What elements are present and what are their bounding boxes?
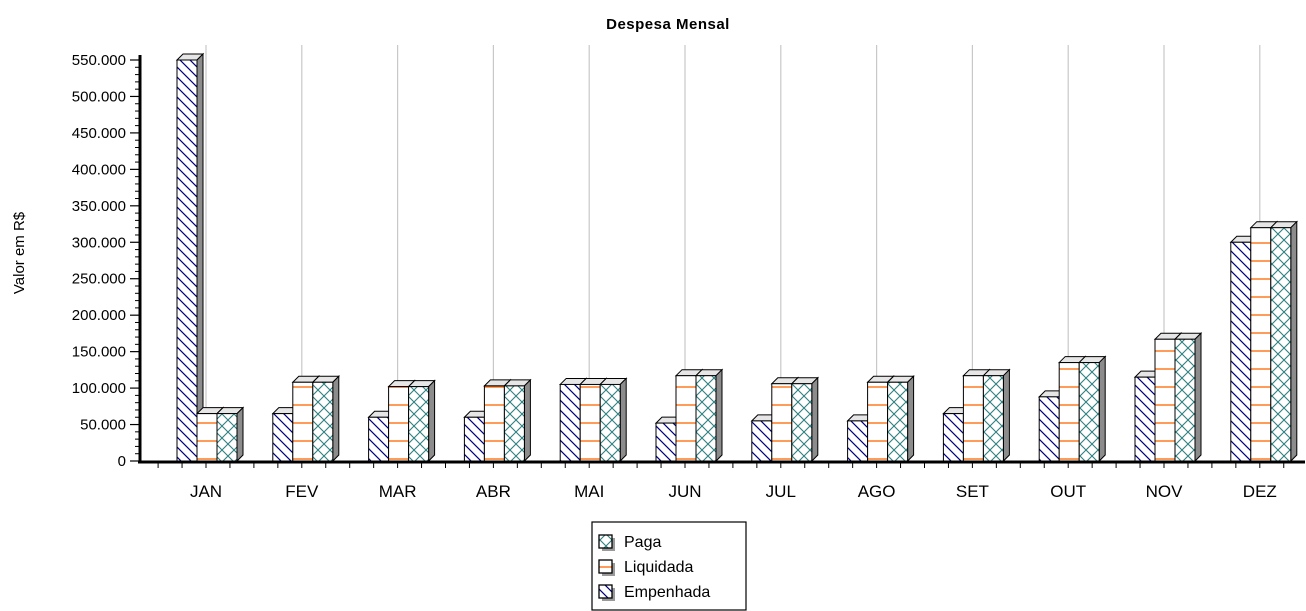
x-tick-label: SET — [956, 482, 989, 501]
x-tick-label: JAN — [190, 482, 222, 501]
y-tick-label: 50.000 — [80, 417, 126, 434]
chart-title: Despesa Mensal — [606, 16, 730, 33]
y-tick-label: 350.000 — [72, 198, 126, 215]
legend-item-empenhada: Empenhada — [598, 584, 710, 601]
x-tick-label: AGO — [858, 482, 896, 501]
y-tick-label: 100.000 — [72, 380, 126, 397]
bar-paga-mar — [407, 379, 436, 463]
legend-swatch — [598, 584, 613, 599]
y-tick-label: 550.000 — [72, 52, 126, 69]
bar-paga-out — [1077, 355, 1107, 463]
y-tick-label: 450.000 — [72, 125, 126, 142]
legend-label: Paga — [624, 534, 661, 551]
bar-paga-jul — [790, 376, 820, 463]
y-ticks: 0 50.000 100.000 150.000 200.000 250.000 300.0… — [72, 52, 140, 470]
x-tick-label: JUN — [668, 482, 701, 501]
bar-paga-jan — [215, 406, 245, 463]
y-tick-label: 400.000 — [72, 161, 126, 178]
legend-item-liquidada: Liquidada — [598, 559, 694, 576]
bars — [175, 52, 1299, 463]
bar-paga-set — [982, 368, 1011, 463]
bar-paga-dez — [1269, 220, 1299, 463]
y-tick-label: 250.000 — [72, 271, 126, 288]
x-tick-label: JUL — [766, 482, 796, 501]
bar-paga-mai — [598, 377, 628, 463]
x-tick-label: OUT — [1050, 482, 1086, 501]
bar-empenhada-jan — [175, 52, 205, 463]
legend: Paga Liquidada Empenhada — [591, 521, 747, 611]
y-tick-label: 200.000 — [72, 307, 126, 324]
x-ticks: JAN FEV MAR ABR MAI JUN JUL AGO SET OUT NOV DEZ — [157, 462, 1285, 501]
bar-paga-jun — [694, 368, 724, 463]
legend-swatch — [598, 559, 613, 574]
y-tick-label: 500.000 — [72, 88, 126, 105]
legend-label: Empenhada — [624, 584, 710, 601]
bar-paga-nov — [1173, 332, 1203, 463]
legend-item-paga: Paga — [598, 534, 661, 551]
y-axis-label: Valor em R$ — [11, 211, 28, 294]
bar-paga-fev — [311, 375, 341, 463]
x-tick-label: MAI — [574, 482, 604, 501]
x-tick-label: ABR — [476, 482, 511, 501]
bar-paga-abr — [503, 378, 532, 463]
x-tick-label: NOV — [1146, 482, 1184, 501]
y-tick-label: 150.000 — [72, 344, 126, 361]
y-tick-label: 300.000 — [72, 234, 126, 251]
x-tick-label: FEV — [285, 482, 319, 501]
legend-label: Liquidada — [624, 559, 694, 576]
x-tick-label: DEZ — [1243, 482, 1277, 501]
x-tick-label: MAR — [379, 482, 417, 501]
y-tick-label: 0 — [118, 453, 126, 470]
legend-swatch — [598, 534, 613, 549]
bar-paga-ago — [886, 375, 915, 463]
